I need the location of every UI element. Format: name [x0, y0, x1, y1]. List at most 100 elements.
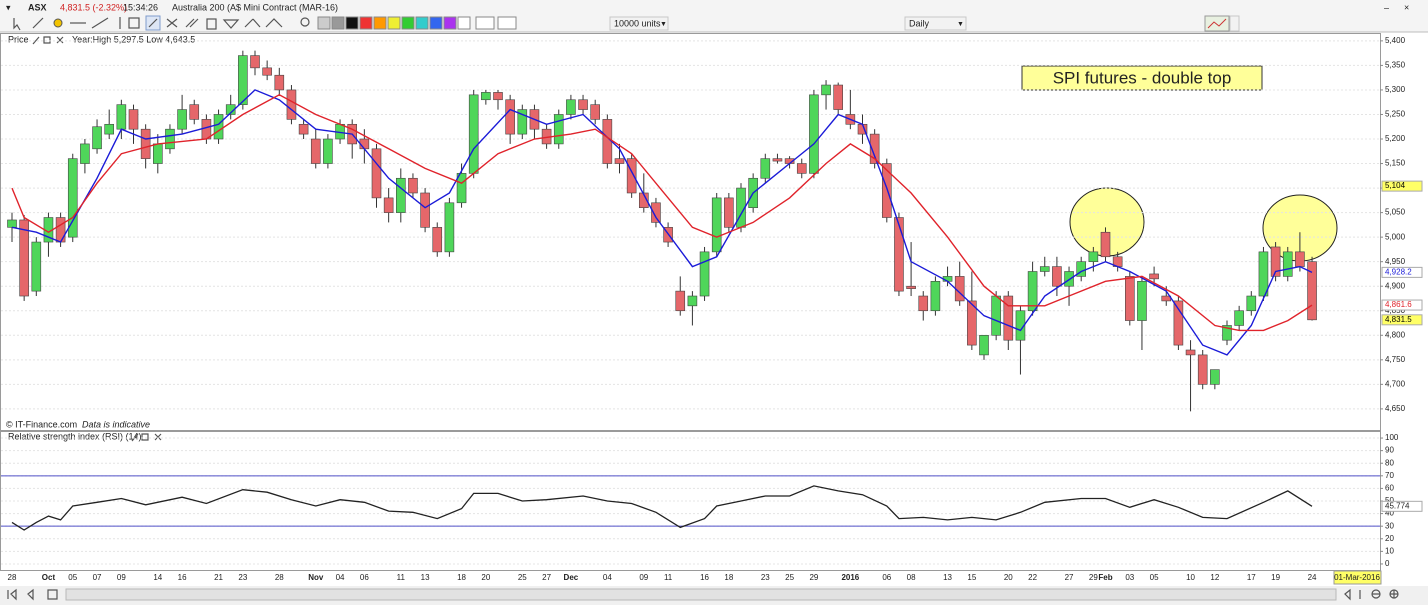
candle-body	[1003, 295, 1014, 341]
zoom-icon[interactable]	[300, 17, 310, 27]
candle-body	[1295, 251, 1305, 267]
price-panel	[0, 33, 1381, 431]
x-tick-label: Dec	[564, 573, 579, 582]
candle-body	[1197, 354, 1208, 385]
price-tag: 4,831.5	[1385, 315, 1412, 324]
candle-body	[699, 251, 710, 297]
y-tick-label: 70	[1385, 471, 1394, 480]
line-width[interactable]	[497, 16, 517, 30]
candle-body	[711, 197, 722, 253]
color-swatch[interactable]	[415, 16, 429, 30]
zoom-in[interactable]	[1389, 589, 1399, 599]
x-tick-label: 28	[275, 573, 284, 582]
symbol[interactable]: ASX	[28, 2, 47, 12]
candle-body	[481, 92, 491, 101]
candle-body	[286, 89, 297, 120]
tool-icons[interactable]	[13, 15, 517, 31]
color-swatch[interactable]	[373, 16, 387, 30]
candle-body	[213, 114, 224, 140]
x-tick-label: 28	[8, 573, 17, 582]
candle-body	[153, 143, 163, 164]
x-tick-label: 20	[481, 573, 490, 582]
x-tick-label: 11	[664, 573, 673, 582]
color-swatch[interactable]	[345, 16, 359, 30]
candle-body	[687, 295, 698, 307]
interval-dropdown[interactable]	[904, 16, 967, 31]
line-style[interactable]	[475, 16, 495, 30]
color-swatch[interactable]	[401, 16, 415, 30]
candle-body	[772, 158, 783, 162]
color-swatch[interactable]	[317, 16, 331, 30]
rsi-line	[11, 485, 1313, 531]
color-swatch[interactable]	[457, 16, 471, 30]
scroll-buttons[interactable]	[7, 588, 58, 601]
panel-icons[interactable]	[32, 36, 64, 45]
date-tag-box	[1333, 570, 1382, 585]
color-swatch[interactable]	[359, 16, 373, 30]
color-swatch[interactable]	[443, 16, 457, 30]
candle-body	[128, 109, 139, 130]
y-tick-label: 10	[1385, 546, 1394, 555]
moving-average	[11, 89, 1313, 356]
y-tick-label: 4,950	[1385, 257, 1406, 266]
source: © IT-Finance.com	[6, 419, 77, 429]
color-swatch[interactable]	[331, 16, 345, 30]
pen-icon[interactable]	[32, 17, 44, 29]
zigzag-icon[interactable]	[265, 18, 283, 28]
window-close[interactable]: ×	[1404, 2, 1409, 12]
x-tick-label: 27	[542, 573, 551, 582]
candle-body	[250, 55, 260, 69]
alert-icon[interactable]	[53, 18, 63, 28]
scrollbar[interactable]	[65, 588, 1337, 601]
candle-body	[833, 84, 844, 110]
moving-average	[11, 94, 1313, 332]
zoom-out[interactable]	[1371, 589, 1381, 599]
wave-icon[interactable]	[244, 18, 261, 28]
dropdown-arrow[interactable]: ▼	[660, 21, 667, 28]
candle-body	[67, 158, 78, 238]
candle-body	[238, 55, 248, 105]
units-dropdown[interactable]	[609, 16, 669, 31]
x-tick-label: 03	[1125, 573, 1134, 582]
x-tick-label: 23	[761, 573, 770, 582]
x-tick-label: 04	[603, 573, 612, 582]
interval: Daily	[909, 18, 930, 28]
window-minimize[interactable]: –	[1384, 2, 1389, 12]
trend-icon[interactable]	[91, 17, 109, 29]
color-swatch[interactable]	[429, 16, 443, 30]
chart-type-arrow[interactable]	[1229, 15, 1240, 32]
fib-icon[interactable]	[148, 18, 158, 28]
y-tick-label: 60	[1385, 484, 1394, 493]
price-tag: 4,928.2	[1385, 267, 1412, 276]
x-tick-label: 18	[457, 573, 466, 582]
x-tick-label: 18	[724, 573, 733, 582]
candle-body	[1149, 273, 1159, 280]
dropdown-arrow[interactable]: ▼	[957, 21, 964, 28]
x-tick-label: 16	[700, 573, 709, 582]
text-icon[interactable]	[128, 17, 140, 29]
zoom-buttons[interactable]	[1344, 588, 1398, 601]
menu-arrow[interactable]: ▾	[6, 2, 11, 12]
candle-body	[1100, 231, 1111, 258]
x-tick-label: 04	[336, 573, 345, 582]
chart-type-button[interactable]	[1204, 15, 1230, 32]
cross-icon[interactable]	[166, 18, 178, 28]
price-tag-box	[1381, 299, 1423, 311]
cursor-icon[interactable]	[13, 18, 21, 31]
candle-body	[651, 202, 661, 223]
candle-body	[626, 158, 637, 194]
candle-body	[566, 99, 576, 115]
candle-body	[760, 158, 771, 179]
candle-body	[371, 148, 382, 199]
candle-body	[1307, 261, 1317, 321]
panel-icons[interactable]	[131, 433, 162, 442]
shape-icon[interactable]	[222, 19, 240, 29]
candle-body	[104, 123, 114, 135]
channel-icon[interactable]	[185, 18, 199, 28]
trash-icon[interactable]	[206, 18, 217, 30]
candle-body	[614, 158, 625, 164]
price-tag-box	[1381, 180, 1423, 192]
y-tick-label: 5,050	[1385, 208, 1406, 217]
color-swatch[interactable]	[387, 16, 401, 30]
x-tick-label: Oct	[42, 573, 56, 582]
